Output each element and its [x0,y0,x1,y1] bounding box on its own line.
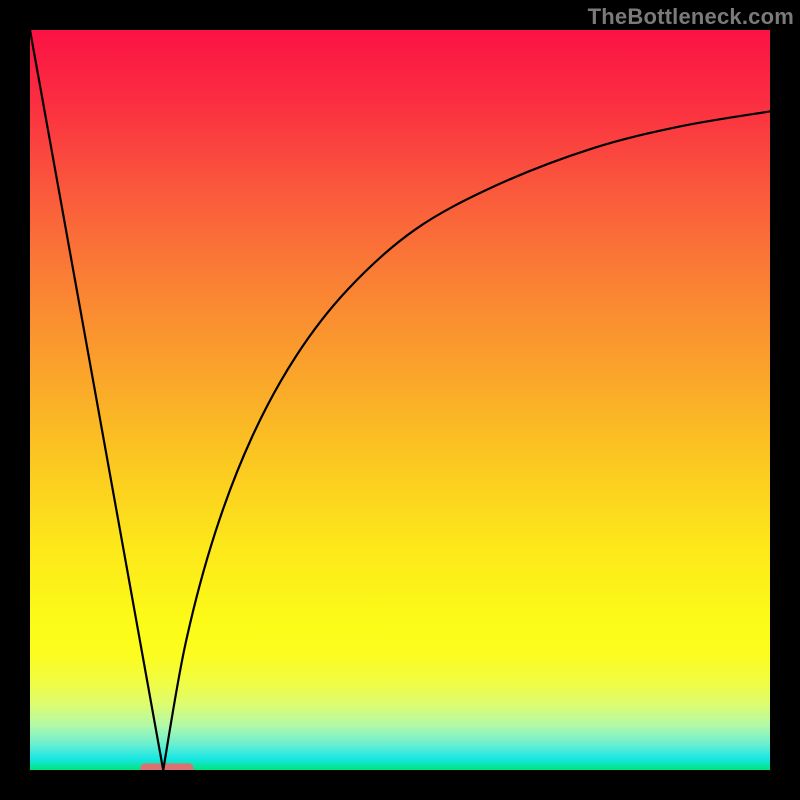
chart-frame: TheBottleneck.com [0,0,800,800]
plot-svg [30,30,770,770]
background-gradient [30,30,770,770]
plot-area [30,30,770,770]
minimum-marker [140,763,193,770]
watermark-label: TheBottleneck.com [588,4,794,30]
